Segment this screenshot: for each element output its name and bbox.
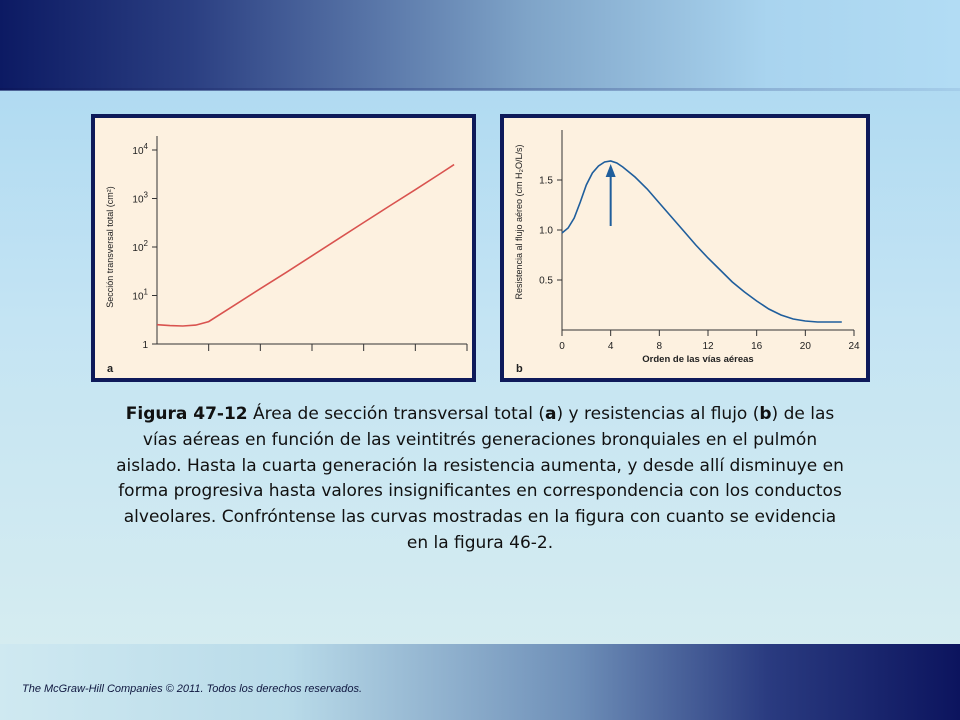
y-tick-label-a-base: 10 <box>132 195 144 206</box>
header-divider <box>0 88 960 91</box>
x-tick-label-b: 12 <box>702 341 714 352</box>
y-tick-label-a: 102 <box>132 239 148 254</box>
y-tick-label-a: 1 <box>142 340 148 351</box>
figure-caption: Figura 47-12 Área de sección transversal… <box>112 402 848 557</box>
panel-label-a: a <box>107 363 114 375</box>
y-tick-label-a-exp: 4 <box>144 142 149 151</box>
series-line-a <box>156 163 455 327</box>
y-tick-label-a-base: 10 <box>132 292 144 303</box>
y-tick-label-a-exp: 2 <box>144 239 149 248</box>
caption-text-1: Área de sección transversal total ( <box>247 404 546 424</box>
chart-b-svg: 0.5 1.0 1.5 0 4 8 12 16 20 24 Orden de las vías aé… <box>514 130 860 375</box>
chart-panel-b: 0.5 1.0 1.5 0 4 8 12 16 20 24 Orden de las vías aé… <box>500 114 870 382</box>
y-axis-label-b: Resistencia al flujo aéreo (cm H₂O/L/s) <box>514 144 524 299</box>
y-tick-label-b: 1.5 <box>539 176 553 187</box>
x-tick-label-b: 8 <box>657 341 663 352</box>
copyright-footer: The McGraw-Hill Companies © 2011. Todos … <box>22 683 363 695</box>
y-tick-label-a-exp: 1 <box>144 288 149 297</box>
caption-text-3: ) de las vías aéreas en función de las v… <box>116 404 844 553</box>
y-tick-label-b: 1.0 <box>539 226 553 237</box>
caption-letter-b: b <box>759 404 772 424</box>
x-tick-label-b: 0 <box>559 341 565 352</box>
y-tick-label-a: 103 <box>132 191 148 206</box>
y-tick-label-a-exp: 3 <box>144 191 149 200</box>
y-tick-label-a: 104 <box>132 142 148 157</box>
peak-arrow-head <box>605 164 616 177</box>
series-line-b <box>561 160 842 323</box>
x-tick-label-b: 16 <box>751 341 763 352</box>
x-axis-label-b: Orden de las vías aéreas <box>642 354 753 365</box>
y-tick-label-a: 101 <box>132 288 148 303</box>
caption-figure-number: Figura 47-12 <box>125 404 248 424</box>
y-axis-label-a: Sección transversal total (cm²) <box>105 186 115 308</box>
y-tick-label-a-base: 10 <box>132 243 144 254</box>
y-tick-label-b: 0.5 <box>539 276 553 287</box>
y-tick-label-a-base: 10 <box>132 146 144 157</box>
x-tick-label-b: 4 <box>608 341 614 352</box>
caption-text-2: ) y resistencias al flujo ( <box>556 404 760 424</box>
panel-label-b: b <box>516 363 523 375</box>
x-tick-label-b: 24 <box>848 341 860 352</box>
footer-band <box>0 644 960 720</box>
caption-letter-a: a <box>545 404 557 424</box>
header-band <box>0 0 960 90</box>
y-tick-label-a-base: 1 <box>142 340 148 351</box>
chart-panel-a: 1 101 102 103 104 Sección transversal total (… <box>91 114 476 382</box>
x-tick-label-b: 20 <box>800 341 812 352</box>
